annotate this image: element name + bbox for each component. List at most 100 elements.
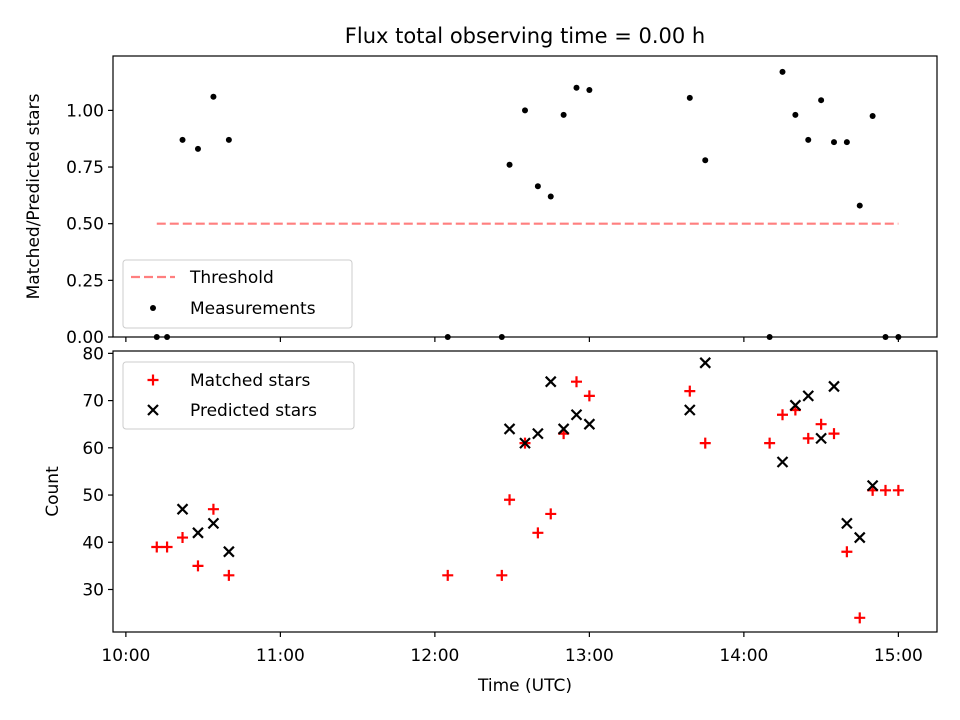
bottom-panel: 30 40 50 60 70 80 10:00 11:00 12:00 13:00 14:00 15:… <box>43 344 938 696</box>
matched-star-point <box>177 532 189 544</box>
matched-star-point <box>151 541 163 553</box>
y-tick-label: 50 <box>82 486 104 506</box>
matched-star-point <box>828 428 840 440</box>
predicted-star-point <box>223 545 235 558</box>
legend-measurements-swatch <box>150 305 156 311</box>
matched-star-point <box>545 508 557 520</box>
measurement-point <box>194 145 201 152</box>
predicted-star-point <box>176 503 189 515</box>
measurement-point <box>225 136 232 143</box>
y-axis-label: Count <box>43 466 63 517</box>
measurement-point <box>831 139 837 146</box>
matched-star-point <box>496 569 508 581</box>
legend-label: Predicted stars <box>190 401 317 421</box>
predicted-star-point <box>544 375 557 388</box>
predicted-star-point <box>684 404 696 416</box>
y-tick-label: 40 <box>82 533 104 553</box>
matched-star-point <box>571 376 582 388</box>
predicted-star-point <box>853 531 866 544</box>
legend: Matched stars Predicted stars <box>122 361 355 430</box>
matched-star-point <box>192 560 204 572</box>
matched-star-point <box>161 541 173 553</box>
x-tick-label: 13:00 <box>565 646 614 666</box>
matched-star-point <box>207 503 219 515</box>
y-tick-label: 1.00 <box>66 101 104 121</box>
legend-label: Matched stars <box>190 371 310 391</box>
y-tick-label: 30 <box>82 580 104 600</box>
predicted-star-point <box>776 456 789 468</box>
predicted-star-point <box>532 427 544 440</box>
predicted-star-point <box>192 527 204 539</box>
x-tick-label: 15:00 <box>874 646 923 666</box>
matched-star-point <box>880 484 891 496</box>
legend-box <box>122 361 355 430</box>
legend-label: Measurements <box>190 299 316 319</box>
x-tick-label: 11:00 <box>256 646 305 666</box>
predicted-star-point <box>699 357 712 369</box>
measurement-point <box>805 136 812 143</box>
measurement-point <box>686 94 693 101</box>
measurement-point <box>869 113 876 120</box>
predicted-star-point <box>828 380 840 393</box>
matched-star-point <box>802 432 814 444</box>
matched-star-point <box>684 385 696 397</box>
predicted-star-point <box>789 399 802 412</box>
measurement-point <box>818 97 825 104</box>
matched-star-point <box>504 494 516 506</box>
predicted-star-point <box>866 479 879 492</box>
predicted-star-point <box>583 418 596 430</box>
top-axes-frame <box>112 55 938 338</box>
y-tick-label: 0.00 <box>66 328 104 348</box>
measurement-point <box>702 157 709 164</box>
predicted-star-point <box>802 390 815 402</box>
legend-box <box>122 259 353 329</box>
measurement-point <box>210 93 217 100</box>
measurement-point <box>179 136 186 143</box>
x-tick-label: 12:00 <box>410 646 459 666</box>
y-tick-label: 0.50 <box>66 215 104 235</box>
matched-star-point <box>699 437 711 449</box>
y-axis-label: Matched/Predicted stars <box>24 93 44 299</box>
measurement-point <box>779 68 786 75</box>
legend-matched-swatch <box>147 374 159 386</box>
measurement-point <box>792 111 799 118</box>
measurement-point <box>522 107 528 114</box>
measurement-point <box>573 84 580 91</box>
x-axis-label: Time (UTC) <box>477 676 572 696</box>
legend-label: Threshold <box>189 268 274 288</box>
chart-title: Flux total observing time = 0.00 h <box>345 24 705 48</box>
y-tick-label: 80 <box>82 344 104 364</box>
measurement-point <box>856 202 863 209</box>
predicted-star-point <box>557 423 570 435</box>
y-tick-label: 0.75 <box>66 158 104 178</box>
x-tick-label: 14:00 <box>719 646 768 666</box>
predicted-star-point <box>815 432 827 445</box>
matched-star-point <box>442 569 454 581</box>
matched-star-point <box>777 409 788 421</box>
x-tick-label: 10:00 <box>101 646 150 666</box>
matched-star-point <box>223 569 235 581</box>
y-tick-label: 60 <box>82 439 104 459</box>
predicted-star-point <box>207 517 220 530</box>
predicted-star-point <box>841 517 853 530</box>
matched-star-point <box>892 484 904 496</box>
measurement-point <box>506 161 513 168</box>
matched-star-point <box>764 437 776 449</box>
legend-predicted-swatch <box>147 404 159 416</box>
top-panel: 0.00 0.25 0.50 0.75 1.00 Matched/Predicted st… <box>24 55 938 348</box>
measurement-point <box>547 193 554 200</box>
measurement-point <box>534 183 541 190</box>
y-tick-label: 70 <box>82 392 104 412</box>
bottom-axes-frame <box>112 350 938 633</box>
matched-star-point <box>815 418 827 430</box>
measurement-point <box>586 86 593 93</box>
legend: Threshold Measurements <box>122 259 353 329</box>
measurement-point <box>560 111 567 118</box>
predicted-star-point <box>570 408 583 421</box>
matched-star-point <box>854 612 866 624</box>
matched-star-point <box>841 546 853 558</box>
y-tick-label: 0.25 <box>66 271 104 291</box>
matched-star-point <box>583 390 595 402</box>
